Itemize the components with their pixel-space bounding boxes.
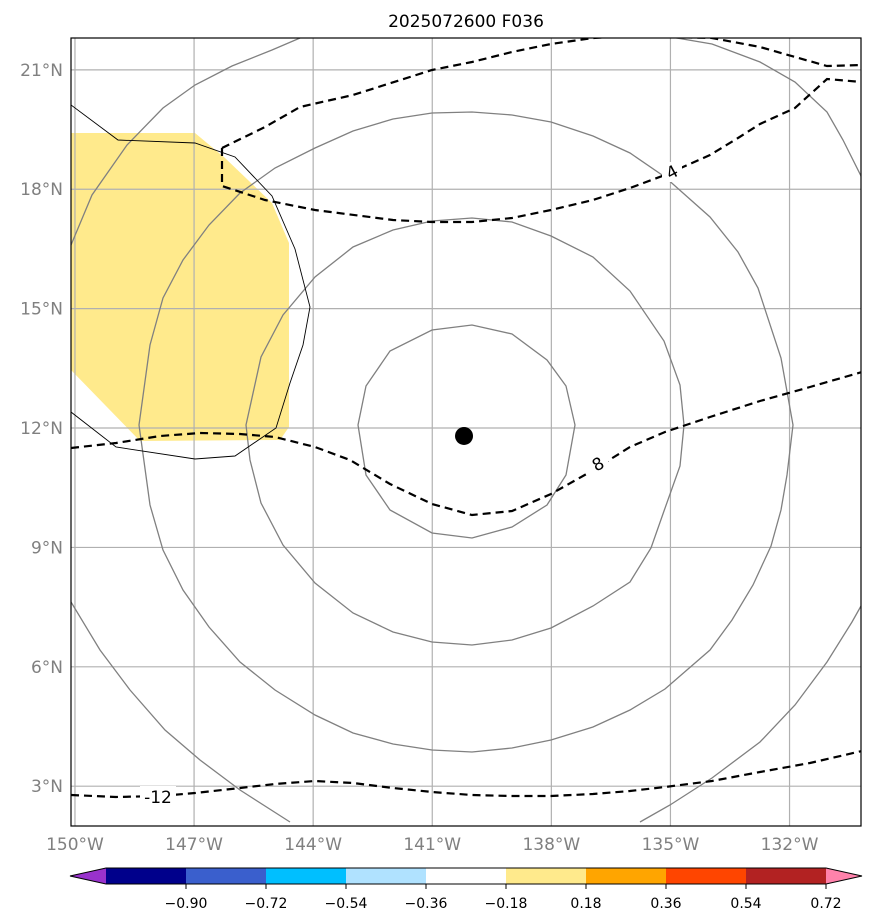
range-ring-1 bbox=[357, 324, 576, 539]
lat-label-6: 3°N bbox=[31, 777, 63, 797]
colorbar-segment-2 bbox=[186, 868, 267, 884]
colorbar-segment-8 bbox=[666, 868, 747, 884]
lon-label-3: 141°W bbox=[403, 835, 461, 855]
range-ring-4b bbox=[672, 38, 861, 183]
colorbar-segment-6 bbox=[506, 868, 587, 884]
contour-label-bg-minus12 bbox=[140, 786, 176, 806]
range-ring-3 bbox=[138, 111, 794, 753]
contour-label-bg-8 bbox=[588, 452, 608, 474]
contour-label-bg-4 bbox=[662, 162, 682, 182]
lat-label-5: 6°N bbox=[31, 658, 63, 678]
colorbar-label-1: −0.72 bbox=[245, 896, 288, 912]
map-title: 2025072600 F036 bbox=[388, 12, 544, 32]
range-ring-4 bbox=[71, 38, 301, 246]
colorbar-label-2: −0.54 bbox=[325, 896, 368, 912]
shaded-anomaly-region bbox=[71, 133, 289, 441]
dashed-contour-4-lower bbox=[220, 77, 861, 224]
colorbar-label-8: 0.72 bbox=[810, 896, 841, 912]
map-frame bbox=[70, 37, 862, 827]
colorbar-label-5: 0.18 bbox=[570, 896, 601, 912]
colorbar: −0.90 −0.72 −0.54 −0.36 −0.18 0.18 0.36 0.54 0.7… bbox=[69, 867, 863, 912]
dashed-contours bbox=[71, 38, 861, 799]
storm-center-marker bbox=[455, 426, 474, 445]
longitude-labels: 150°W 147°W 144°W 141°W 138°W 135°W 132°W bbox=[46, 835, 819, 855]
lat-label-4: 9°N bbox=[31, 538, 63, 558]
lat-label-3: 12°N bbox=[20, 419, 63, 439]
lat-label-1: 18°N bbox=[20, 180, 63, 200]
colorbar-segment-3 bbox=[266, 868, 347, 884]
lon-label-1: 147°W bbox=[165, 835, 223, 855]
range-ring-2 bbox=[245, 217, 685, 646]
dashed-contour-minus12 bbox=[71, 750, 861, 799]
lon-label-2: 144°W bbox=[284, 835, 342, 855]
range-ring-4d bbox=[639, 604, 861, 823]
colorbar-outline bbox=[69, 867, 863, 885]
lat-label-0: 21°N bbox=[20, 61, 63, 81]
range-ring-4c bbox=[71, 601, 291, 823]
lon-label-5: 135°W bbox=[642, 835, 700, 855]
colorbar-label-0: −0.90 bbox=[165, 896, 208, 912]
lon-label-4: 138°W bbox=[522, 835, 580, 855]
colorbar-segment-7 bbox=[586, 868, 667, 884]
colorbar-segment-4 bbox=[346, 868, 427, 884]
colorbar-label-6: 0.36 bbox=[650, 896, 681, 912]
colorbar-label-7: 0.54 bbox=[730, 896, 761, 912]
colorbar-segment-5 bbox=[426, 868, 507, 884]
coastline-outline bbox=[71, 104, 311, 460]
contour-label-minus12: -12 bbox=[144, 788, 172, 808]
colorbar-segment-1 bbox=[106, 868, 187, 884]
latitude-labels: 21°N 18°N 15°N 12°N 9°N 6°N 3°N bbox=[20, 61, 63, 797]
dashed-contour-8 bbox=[71, 371, 861, 517]
lon-label-0: 150°W bbox=[46, 835, 104, 855]
colorbar-label-3: −0.36 bbox=[405, 896, 448, 912]
range-rings bbox=[71, 38, 861, 823]
colorbar-label-4: −0.18 bbox=[485, 896, 528, 912]
dashed-contour-4-upper bbox=[221, 38, 861, 149]
lat-label-2: 15°N bbox=[20, 300, 63, 320]
lon-label-6: 132°W bbox=[761, 835, 819, 855]
colorbar-extend-high bbox=[826, 868, 862, 884]
colorbar-extend-low bbox=[70, 868, 106, 884]
colorbar-segment-9 bbox=[746, 868, 827, 884]
